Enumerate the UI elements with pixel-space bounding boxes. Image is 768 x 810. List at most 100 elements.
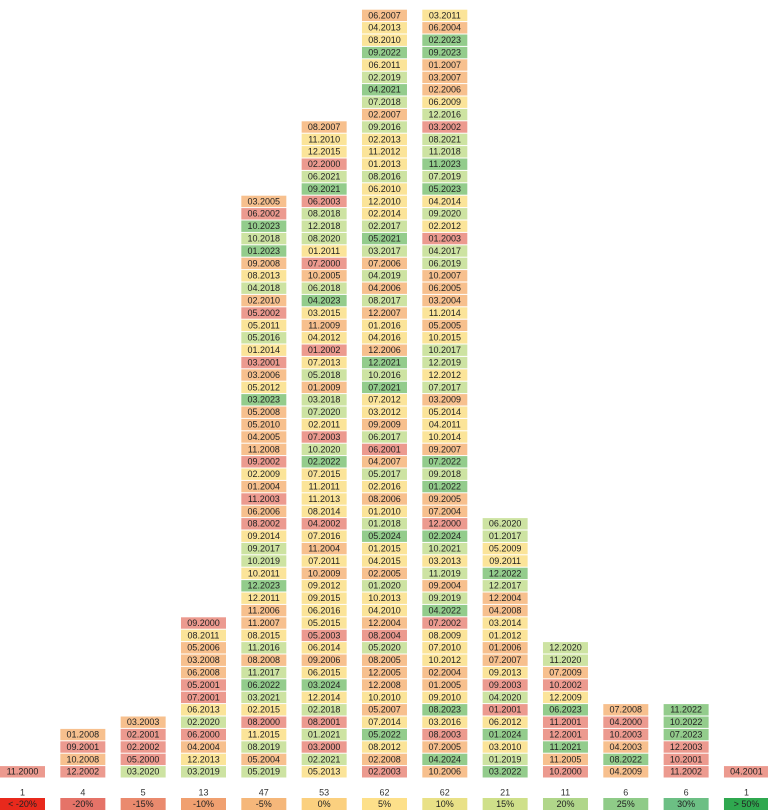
- month-cell: [482, 567, 528, 580]
- bucket-label: 30%: [677, 799, 695, 809]
- month-label: 11.2004: [308, 543, 340, 553]
- month-label: 12.2008: [368, 680, 401, 690]
- month-label: 05.2013: [308, 767, 341, 777]
- month-count: 5: [141, 787, 146, 797]
- month-cell: [361, 34, 407, 46]
- month-label: 05.2020: [368, 643, 401, 653]
- month-cell: [422, 480, 468, 493]
- bucket-swatch: [180, 798, 226, 810]
- month-cell: [422, 9, 468, 22]
- month-label: 02.2018: [308, 705, 341, 715]
- month-cell: [482, 555, 528, 567]
- month-cell: [361, 183, 407, 195]
- month-label: 08.2016: [368, 171, 401, 181]
- month-cell: [241, 505, 287, 518]
- month-cell: [301, 505, 347, 518]
- month-label: 07.2020: [308, 407, 341, 417]
- month-cell: [361, 71, 407, 84]
- month-cell: [301, 406, 347, 418]
- month-label: 12.2018: [308, 221, 341, 231]
- month-label: 04.2011: [429, 419, 461, 429]
- month-cell: [542, 741, 588, 753]
- month-cell: [361, 59, 407, 71]
- month-cell: [361, 208, 407, 220]
- month-label: 04.2007: [368, 457, 401, 467]
- month-label: 08.2004: [368, 630, 401, 640]
- month-label: 11.2011: [309, 481, 340, 491]
- month-label: 05.2016: [248, 333, 281, 343]
- month-label: 09.2012: [308, 581, 341, 591]
- month-label: 01.2001: [489, 705, 522, 715]
- month-label: 12.2003: [670, 742, 703, 752]
- month-label: 03.2006: [248, 370, 281, 380]
- month-label: 09.2008: [248, 258, 281, 268]
- month-label: 07.2012: [368, 395, 401, 405]
- month-label: 11.2018: [429, 147, 461, 157]
- month-cell: [241, 580, 287, 592]
- month-cell: [120, 741, 166, 753]
- month-label: 11.2009: [308, 320, 340, 330]
- month-label: 10.2009: [308, 568, 341, 578]
- month-cell: [422, 170, 468, 183]
- month-label: 03.2015: [308, 308, 341, 318]
- month-cell: [361, 158, 407, 170]
- month-label: 02.2022: [308, 457, 341, 467]
- month-cell: [301, 766, 347, 778]
- month-cell: [241, 456, 287, 468]
- month-cell: [422, 493, 468, 505]
- month-cell: [422, 567, 468, 580]
- month-label: 10.2012: [429, 655, 462, 665]
- month-cell: [361, 307, 407, 319]
- month-label: 10.2016: [368, 370, 401, 380]
- month-cell: [241, 691, 287, 704]
- month-label: 07.2015: [308, 469, 341, 479]
- bucket-label: 15%: [496, 799, 514, 809]
- month-label: 08.2000: [248, 717, 281, 727]
- month-label: 03.2019: [187, 767, 220, 777]
- month-cell: [301, 679, 347, 691]
- month-cell: [361, 443, 407, 456]
- month-cell: [301, 232, 347, 245]
- month-label: 01.2017: [489, 531, 522, 541]
- month-label: 12.2007: [368, 308, 401, 318]
- month-cell: [301, 716, 347, 728]
- month-count: 11: [561, 787, 570, 797]
- month-label: 04.2018: [248, 283, 281, 293]
- month-label: 05.2017: [368, 469, 401, 479]
- month-cell: [422, 22, 468, 34]
- month-cell: [361, 319, 407, 332]
- month-label: 03.2010: [489, 742, 522, 752]
- month-cell: [241, 307, 287, 319]
- month-label: 06.2008: [187, 667, 220, 677]
- month-count: 47: [259, 787, 269, 797]
- month-cell: [301, 195, 347, 208]
- month-cell: [422, 257, 468, 270]
- month-label: 03.2014: [489, 618, 522, 628]
- month-label: 08.2023: [429, 705, 462, 715]
- month-cell: [241, 195, 287, 208]
- month-label: 12.2005: [368, 667, 401, 677]
- month-cell: [301, 654, 347, 666]
- month-cell: [361, 741, 407, 753]
- month-label: 07.2013: [308, 357, 341, 367]
- month-label: 10.2011: [248, 568, 280, 578]
- month-cell: [603, 704, 649, 716]
- month-label: 05.2021: [368, 233, 401, 243]
- month-label: 10.2008: [67, 754, 100, 764]
- month-label: 06.2017: [368, 432, 401, 442]
- month-cell: [361, 270, 407, 282]
- month-label: 03.2011: [429, 10, 461, 20]
- month-cell: [241, 282, 287, 294]
- month-cell: [301, 307, 347, 319]
- month-label: 07.2008: [610, 705, 643, 715]
- month-cell: [180, 704, 226, 716]
- month-cell: [422, 332, 468, 344]
- month-label: 02.2017: [368, 221, 401, 231]
- bucket-swatch: [663, 798, 709, 810]
- month-label: 06.2011: [369, 60, 401, 70]
- month-label: 07.2022: [429, 457, 462, 467]
- month-label: 12.2014: [308, 692, 341, 702]
- month-label: 11.2021: [550, 742, 582, 752]
- month-label: 08.2015: [248, 630, 281, 640]
- bucket-swatch: [603, 798, 649, 810]
